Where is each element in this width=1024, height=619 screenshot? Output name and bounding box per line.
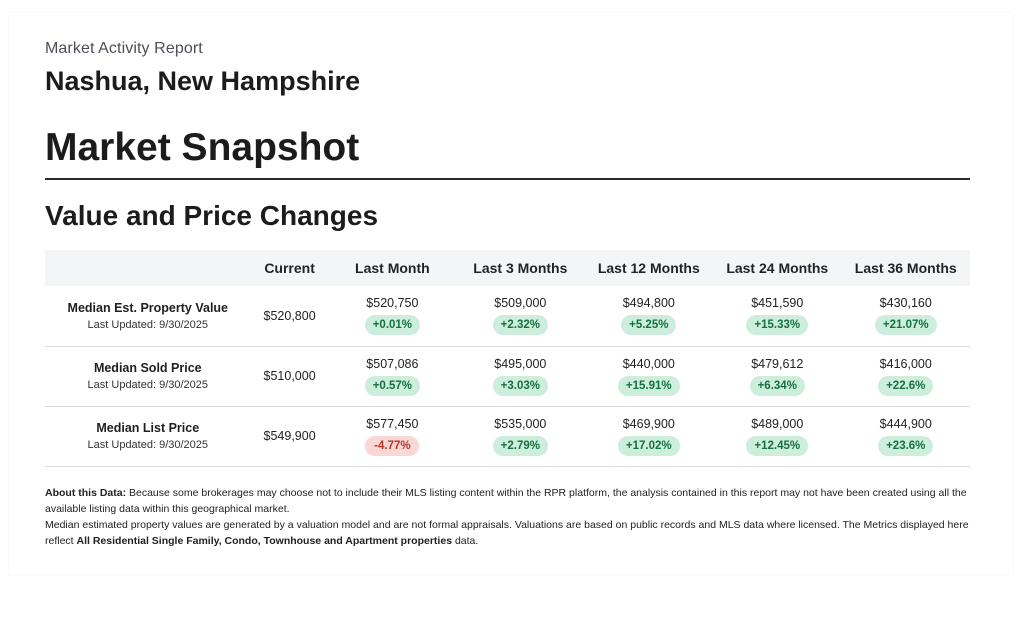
period-value: $507,086: [366, 356, 419, 371]
current-value-cell: $549,900: [251, 406, 329, 466]
metric-name: Median Sold Price: [93, 361, 202, 375]
change-badge: +3.03%: [492, 375, 548, 396]
metric-name: Median Est. Property Value: [67, 300, 228, 315]
period-value: $495,000: [494, 356, 547, 371]
period-cell: $577,450 -4.77%: [329, 406, 456, 466]
period-cell: $440,000 +15.91%: [585, 346, 713, 406]
about-data-note: About this Data: Because some brokerages…: [45, 485, 980, 549]
metric-label-cell: Median List Price Last Updated: 9/30/2025: [45, 406, 251, 466]
column-header: Last Month: [355, 260, 430, 276]
about-text-1: Because some brokerages may choose not t…: [45, 487, 967, 515]
period-cell: $495,000 +3.03%: [456, 346, 584, 406]
period-value: $430,160: [879, 296, 932, 311]
change-badge: +22.6%: [878, 375, 934, 396]
last-updated: Last Updated: 9/30/2025: [87, 439, 209, 451]
report-card: [9, 13, 1012, 575]
last-updated: Last Updated: 9/30/2025: [87, 379, 209, 391]
page-title: Market Snapshot: [45, 126, 360, 169]
change-badge: +0.01%: [364, 315, 421, 336]
column-header: Last 36 Months: [854, 260, 957, 276]
change-badge: +23.6%: [878, 435, 934, 456]
change-badge: +2.32%: [492, 315, 548, 336]
period-cell: $479,612 +6.34%: [713, 346, 841, 406]
period-cell: $451,590 +15.33%: [713, 286, 841, 346]
change-badge: +15.33%: [746, 315, 809, 336]
column-header: Current: [264, 260, 315, 276]
period-value: $489,000: [751, 416, 804, 431]
change-badge: -4.77%: [365, 435, 420, 456]
about-emphasis: All Residential Single Family, Condo, To…: [76, 535, 453, 547]
period-value: $469,900: [622, 416, 675, 431]
change-badge: +2.79%: [492, 435, 548, 456]
table-row: Median Est. Property Value Last Updated: …: [45, 286, 970, 346]
period-value: $494,800: [622, 296, 675, 311]
table-header-row: Current Last Month Last 3 Months Last 12…: [45, 250, 970, 286]
report-label: Market Activity Report: [45, 40, 203, 57]
column-header: Last 12 Months: [597, 260, 700, 276]
change-badge: +12.45%: [746, 435, 809, 456]
about-paragraph-2: Median estimated property values are gen…: [45, 517, 980, 549]
period-cell: $416,000 +22.6%: [842, 346, 971, 406]
period-value: $416,000: [879, 356, 932, 371]
about-text-2: Median estimated property values are gen…: [45, 519, 969, 547]
period-value: $509,000: [494, 296, 547, 311]
current-value: $549,900: [263, 429, 316, 443]
change-badge: +5.25%: [621, 315, 677, 336]
column-header: [45, 250, 251, 286]
change-badge: +15.91%: [617, 375, 680, 396]
change-badge: +17.02%: [617, 435, 680, 456]
period-value: $444,900: [879, 416, 932, 431]
period-cell: $430,160 +21.07%: [842, 286, 971, 346]
current-value: $520,800: [263, 308, 316, 323]
period-cell: $494,800 +5.25%: [585, 286, 713, 346]
metric-label-cell: Median Est. Property Value Last Updated: …: [45, 286, 251, 346]
column-header: Last 24 Months: [726, 260, 829, 276]
value-price-table: Current Last Month Last 3 Months Last 12…: [45, 250, 970, 467]
about-paragraph-1: About this Data: Because some brokerages…: [45, 485, 980, 517]
metric-name: Median List Price: [96, 421, 200, 435]
change-badge: +6.34%: [749, 375, 805, 396]
change-badge: +21.07%: [874, 315, 937, 336]
period-cell: $507,086 +0.57%: [329, 346, 456, 406]
period-cell: $509,000 +2.32%: [456, 286, 584, 346]
current-value-cell: $510,000: [251, 346, 329, 406]
period-cell: $520,750 +0.01%: [329, 286, 456, 346]
change-badge: +0.57%: [364, 375, 421, 396]
period-cell: $535,000 +2.79%: [456, 406, 584, 466]
column-header: Last 3 Months: [473, 260, 568, 276]
about-heading: About this Data:: [45, 487, 127, 499]
section-title: Value and Price Changes: [45, 200, 379, 231]
period-value: $451,590: [751, 296, 804, 311]
period-value: $520,750: [366, 296, 419, 311]
period-cell: $469,900 +17.02%: [585, 406, 713, 466]
period-value: $479,612: [751, 356, 804, 371]
period-value: $440,000: [622, 356, 675, 371]
table-row: Median List Price Last Updated: 9/30/2025…: [45, 406, 970, 466]
table-row: Median Sold Price Last Updated: 9/30/2025…: [45, 346, 970, 406]
current-value-cell: $520,800: [251, 286, 329, 346]
about-text-3: data.: [454, 535, 479, 547]
period-cell: $489,000 +12.45%: [713, 406, 841, 466]
period-cell: $444,900 +23.6%: [842, 406, 971, 466]
title-divider: [45, 178, 970, 180]
location-title: Nashua, New Hampshire: [45, 66, 361, 96]
last-updated: Last Updated: 9/30/2025: [87, 318, 209, 331]
current-value: $510,000: [263, 369, 316, 383]
period-value: $577,450: [366, 416, 419, 431]
metric-label-cell: Median Sold Price Last Updated: 9/30/2025: [45, 346, 251, 406]
period-value: $535,000: [494, 416, 547, 431]
